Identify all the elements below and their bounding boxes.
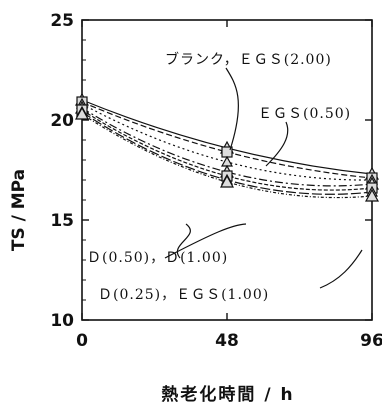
- annotation-d025-egs100: Ｄ(0.25)，ＥＧＳ(1.00): [98, 287, 269, 303]
- data-point: [74, 106, 90, 120]
- data-point: [220, 155, 234, 167]
- x-axis-title: 熱老化時間 / h: [161, 384, 294, 405]
- tick-labels: 10 15 20 25 0 48 96: [50, 11, 382, 351]
- annotation-egs050: ＥＧＳ(0.50): [258, 106, 351, 122]
- leader-line-blank-egs200: [225, 67, 239, 151]
- y-tick-label: 25: [50, 11, 74, 31]
- y-tick-label: 20: [50, 111, 74, 131]
- marker-group: [74, 92, 380, 202]
- x-tick-label: 0: [76, 331, 88, 351]
- y-tick-label: 10: [50, 311, 74, 331]
- y-axis-title: TS / MPa: [9, 169, 29, 251]
- leader-line-squiggle: [176, 223, 191, 259]
- data-point: [364, 188, 380, 202]
- leader-line-d025-egs100: [319, 249, 363, 289]
- y-tick-label: 15: [50, 211, 74, 231]
- data-point: [219, 174, 235, 188]
- series-line-3: [81, 107, 373, 187]
- x-tick-label: 96: [360, 331, 382, 351]
- annotation-blank-egs200: ブランク，ＥＧＳ(2.00): [165, 51, 332, 68]
- leader-line-d050-d100: [164, 223, 247, 259]
- x-tick-label: 48: [215, 331, 239, 351]
- annotation-d050-d100: Ｄ(0.50)，Ｄ(1.00): [87, 250, 228, 266]
- leader-line-egs050: [265, 121, 289, 167]
